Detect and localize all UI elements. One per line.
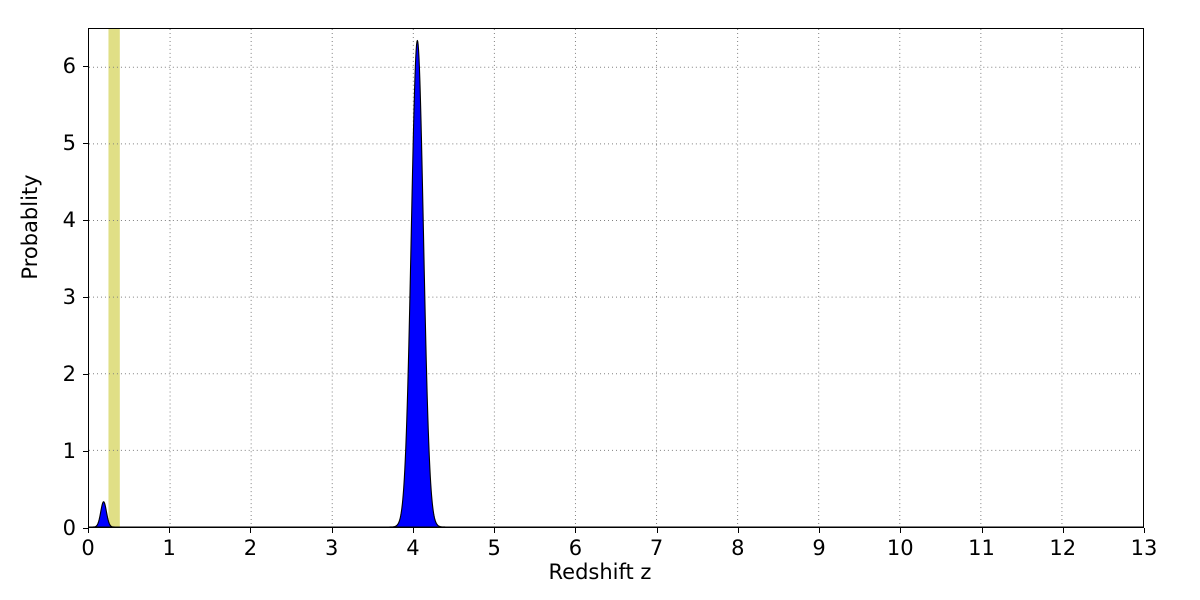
x-tick-mark: [656, 528, 658, 533]
x-tick-mark: [819, 528, 821, 533]
y-tick-mark: [83, 374, 88, 376]
x-tick-label: 13: [1130, 536, 1158, 560]
x-tick-label: 11: [968, 536, 995, 560]
x-tick-mark: [1144, 528, 1145, 533]
y-tick-label: 5: [62, 131, 76, 156]
y-axis-label: Probablity: [18, 174, 42, 280]
probability-curve-layer: [89, 39, 1143, 527]
y-tick-label: 4: [62, 208, 76, 233]
x-tick-label: 12: [1049, 536, 1077, 560]
x-tick-mark: [169, 528, 171, 533]
x-tick-mark: [575, 528, 577, 533]
x-tick-label: 0: [81, 536, 95, 560]
probability-density-curve: [89, 39, 1143, 527]
x-tick-label: 6: [568, 536, 583, 560]
y-tick-mark: [83, 143, 88, 145]
y-tick-mark: [83, 297, 88, 299]
x-tick-label: 7: [649, 536, 664, 560]
x-tick-mark: [737, 528, 739, 533]
y-tick-label: 6: [62, 54, 76, 79]
x-tick-mark: [412, 528, 414, 533]
y-tick-label: 2: [62, 362, 76, 387]
x-tick-mark: [494, 528, 496, 533]
x-tick-label: 2: [243, 536, 258, 560]
y-tick-mark: [83, 66, 88, 68]
x-tick-label: 10: [886, 536, 914, 560]
x-tick-label: 3: [325, 536, 339, 560]
y-tick-mark: [83, 528, 88, 529]
x-tick-mark: [900, 528, 902, 533]
highlight-band-layer: [108, 29, 120, 527]
y-tick-label: 1: [62, 439, 76, 464]
x-tick-label: 4: [406, 536, 420, 560]
x-tick-mark: [1062, 528, 1064, 533]
x-tick-label: 9: [812, 536, 826, 560]
x-tick-label: 1: [162, 536, 176, 560]
x-axis-label: Redshift z: [548, 560, 652, 584]
y-tick-label: 0: [62, 516, 76, 540]
spectroscopic-redshift-band: [108, 29, 120, 527]
x-tick-label: 8: [731, 536, 745, 560]
plot-area: [88, 28, 1144, 528]
x-tick-mark: [250, 528, 252, 533]
gridlines-layer: [89, 29, 1143, 527]
x-tick-label: 5: [487, 536, 501, 560]
y-tick-mark: [83, 451, 88, 453]
y-tick-label: 3: [62, 285, 76, 310]
x-tick-mark: [981, 528, 983, 533]
x-tick-mark: [88, 528, 89, 533]
x-tick-mark: [331, 528, 333, 533]
y-tick-mark: [83, 220, 88, 222]
